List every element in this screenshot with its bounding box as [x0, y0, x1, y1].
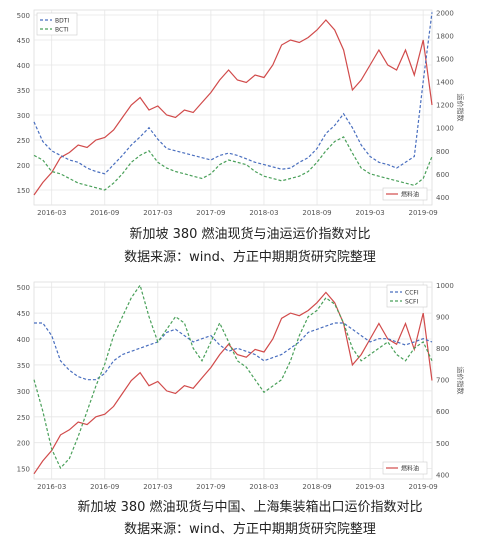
series-line-ccfi — [34, 322, 433, 381]
x-tick-label: 2017-03 — [143, 209, 172, 217]
x-tick-label: 2016-09 — [90, 483, 119, 491]
y-right-tick-label: 600 — [436, 408, 449, 416]
y-right-tick-label: 600 — [436, 171, 449, 179]
y-left-tick-label: 200 — [17, 440, 30, 448]
x-tick-label: 2016-03 — [37, 209, 66, 217]
y-left-tick-label: 500 — [17, 12, 30, 20]
x-tick-label: 2016-09 — [90, 209, 119, 217]
x-tick-label: 2019-09 — [409, 209, 438, 217]
x-tick-label: 2019-09 — [409, 483, 438, 491]
legend-entry-scfi: SCFI — [405, 299, 418, 306]
y-left-tick-label: 450 — [17, 37, 30, 45]
legend-entry-bcti: BCTI — [55, 27, 69, 34]
y-right-tick-label: 400 — [436, 194, 449, 202]
legend-entry-ccfi: CCFI — [405, 290, 419, 297]
y-left-tick-label: 300 — [17, 112, 30, 120]
x-tick-label: 2019-03 — [355, 483, 384, 491]
x-tick-label: 2018-03 — [249, 209, 278, 217]
y-right-tick-label: 700 — [436, 377, 449, 385]
chart1-source: 数据来源：wind、方正中期期货研究院整理 — [124, 250, 376, 265]
y-left-tick-label: 450 — [17, 310, 30, 318]
chart1-title: 新加坡 380 燃油现货与油运运价指数对比 — [129, 227, 371, 242]
y-right-axis-label: 运价指数 — [456, 94, 465, 122]
y-left-tick-label: 400 — [17, 336, 30, 344]
plot-area — [33, 9, 433, 206]
y-right-tick-label: 1200 — [436, 102, 454, 110]
x-tick-label: 2018-03 — [249, 483, 278, 491]
y-left-tick-label: 250 — [17, 414, 30, 422]
legend-box-bottom — [382, 461, 428, 475]
x-tick-label: 2017-03 — [143, 483, 172, 491]
series-line-fuel-oil — [33, 291, 433, 475]
y-right-tick-label: 800 — [436, 148, 449, 156]
y-left-tick-label: 200 — [17, 162, 30, 170]
chart2-source: 数据来源：wind、方正中期期货研究院整理 — [124, 522, 376, 537]
x-tick-label: 2019-03 — [355, 209, 384, 217]
legend-entry-fuel-oil: 燃料油 — [401, 465, 419, 473]
legend-entry-fuel-oil: 燃料油 — [401, 191, 419, 199]
y-left-tick-label: 150 — [17, 187, 30, 195]
y-right-tick-label: 1800 — [436, 32, 454, 40]
legend-box-bottom — [382, 187, 428, 201]
y-left-tick-label: 300 — [17, 388, 30, 396]
series-line-bcti — [33, 136, 433, 191]
y-left-tick-label: 150 — [17, 466, 30, 474]
y-left-tick-label: 400 — [17, 62, 30, 70]
chart-singapore-380-vs-tanker: 150 200 250 300 350 400 450 500 400 600 800 1000 120… — [17, 9, 465, 217]
x-tick-label: 2017-09 — [196, 483, 225, 491]
y-right-tick-label: 1600 — [436, 55, 454, 63]
y-left-tick-label: 250 — [17, 137, 30, 145]
y-left-tick-label: 500 — [17, 284, 30, 292]
chart-singapore-380-vs-container: 150 200 250 300 350 400 450 500 400 500 600 700 800 9… — [17, 281, 465, 491]
y-right-tick-label: 800 — [436, 345, 449, 353]
y-right-tick-label: 1400 — [436, 79, 454, 87]
x-tick-label: 2018-09 — [302, 483, 331, 491]
x-tick-label: 2017-09 — [196, 209, 225, 217]
series-line-fuel-oil — [33, 19, 433, 196]
series-line-scfi — [33, 283, 433, 470]
plot-area — [33, 281, 433, 480]
y-left-tick-label: 350 — [17, 87, 30, 95]
x-tick-label: 2018-09 — [302, 209, 331, 217]
y-right-tick-label: 400 — [436, 471, 449, 479]
y-left-tick-label: 350 — [17, 362, 30, 370]
legend-entry-bdti: BDTI — [55, 18, 69, 25]
y-right-tick-label: 1000 — [436, 282, 454, 290]
y-right-tick-label: 900 — [436, 314, 449, 322]
y-right-axis-label: 运价指数 — [456, 367, 465, 395]
y-right-tick-label: 2000 — [436, 9, 454, 17]
y-right-tick-label: 1000 — [436, 125, 454, 133]
x-tick-label: 2016-03 — [37, 483, 66, 491]
chart2-title: 新加坡 380 燃油现货与中国、上海集装箱出口运价指数对比 — [77, 500, 423, 515]
y-right-tick-label: 500 — [436, 440, 449, 448]
